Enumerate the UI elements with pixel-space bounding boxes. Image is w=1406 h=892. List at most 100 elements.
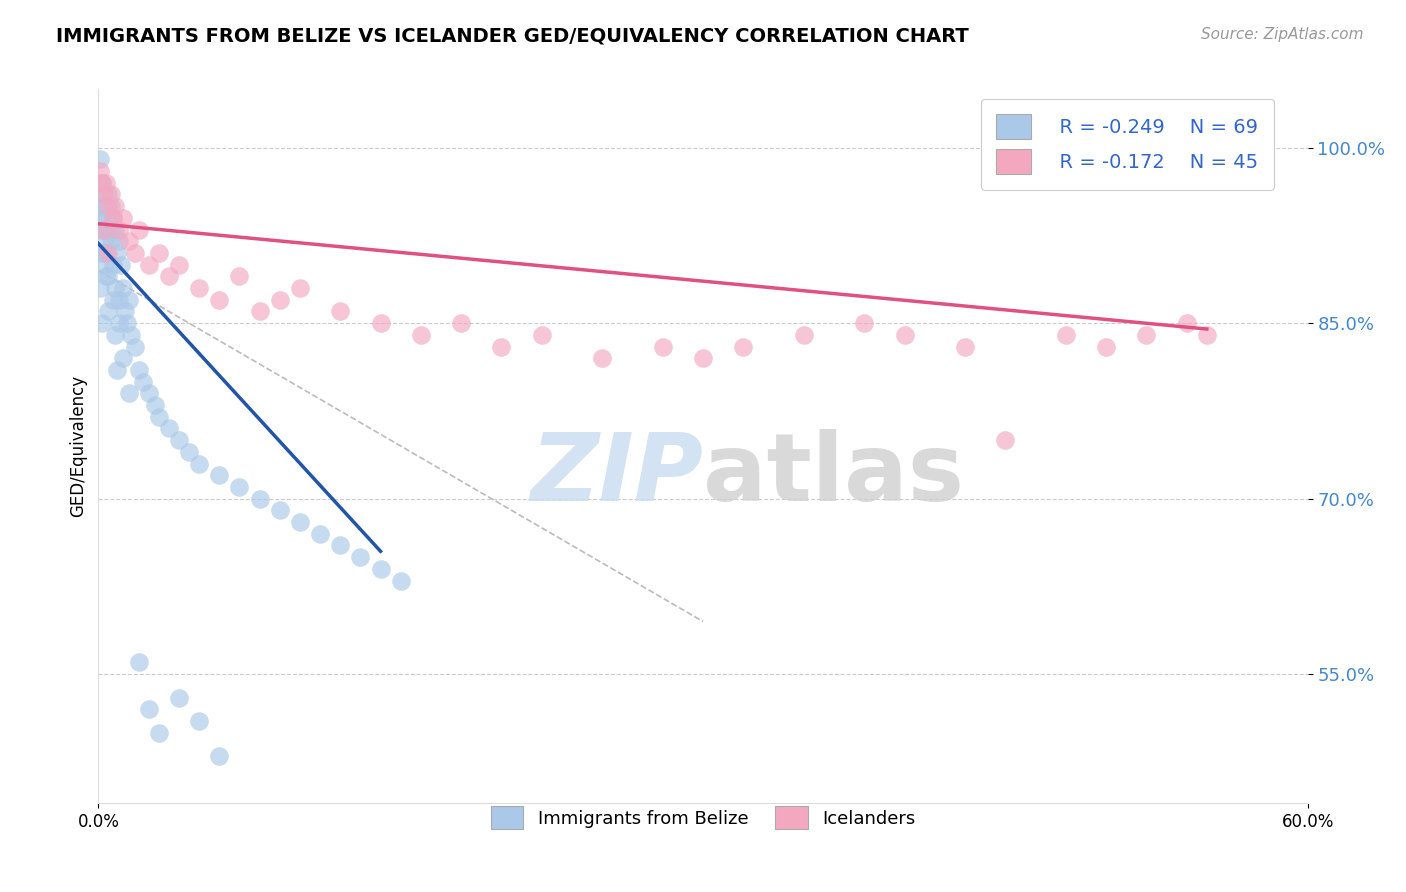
Point [89, 222, 111, 236]
Point [167, 433, 190, 447]
Point [96, 211, 118, 225]
Point [93, 187, 115, 202]
Point [93, 258, 115, 272]
Point [96, 269, 118, 284]
Point [96, 176, 118, 190]
Legend: Immigrants from Belize, Icelanders: Immigrants from Belize, Icelanders [477, 791, 929, 844]
Point [118, 293, 141, 307]
Point [157, 421, 180, 435]
Point [208, 293, 231, 307]
Point [228, 269, 250, 284]
Point [89, 199, 111, 213]
Point [89, 281, 111, 295]
Point [1054, 327, 1077, 342]
Point [97, 246, 120, 260]
Point [97, 269, 120, 284]
Point [148, 409, 170, 424]
Point [101, 211, 124, 225]
Point [148, 725, 170, 739]
Point [89, 164, 111, 178]
Point [97, 222, 120, 236]
Point [269, 293, 291, 307]
Point [110, 258, 132, 272]
Point [124, 246, 146, 260]
Point [132, 375, 155, 389]
Point [100, 199, 122, 213]
Point [107, 222, 129, 236]
Point [100, 222, 122, 236]
Point [91, 211, 114, 225]
Point [370, 316, 392, 330]
Text: Source: ZipAtlas.com: Source: ZipAtlas.com [1201, 27, 1364, 42]
Y-axis label: GED/Equivalency: GED/Equivalency [69, 375, 87, 517]
Point [93, 222, 115, 236]
Point [91, 246, 114, 260]
Point [97, 199, 120, 213]
Point [249, 304, 271, 318]
Point [128, 363, 150, 377]
Point [107, 293, 129, 307]
Point [288, 281, 311, 295]
Point [101, 211, 124, 225]
Point [89, 176, 111, 190]
Point [128, 656, 150, 670]
Point [157, 269, 180, 284]
Point [853, 316, 876, 330]
Point [793, 327, 815, 342]
Point [103, 199, 125, 213]
Point [530, 327, 553, 342]
Point [167, 690, 190, 705]
Point [105, 246, 128, 260]
Point [188, 714, 211, 728]
Point [1175, 316, 1198, 330]
Point [100, 234, 122, 248]
Text: ZIP: ZIP [530, 428, 703, 521]
Point [370, 562, 392, 576]
Point [107, 316, 129, 330]
Text: atlas: atlas [703, 428, 965, 521]
Point [101, 258, 124, 272]
Point [491, 340, 513, 354]
Point [288, 515, 311, 529]
Point [143, 398, 166, 412]
Point [91, 316, 114, 330]
Point [111, 351, 134, 366]
Point [450, 316, 472, 330]
Point [107, 234, 129, 248]
Point [93, 234, 115, 248]
Point [100, 187, 122, 202]
Point [89, 153, 111, 167]
Point [228, 480, 250, 494]
Point [309, 526, 332, 541]
Point [138, 386, 160, 401]
Point [103, 327, 125, 342]
Point [994, 433, 1017, 447]
Text: IMMIGRANTS FROM BELIZE VS ICELANDER GED/EQUIVALENCY CORRELATION CHART: IMMIGRANTS FROM BELIZE VS ICELANDER GED/… [56, 27, 969, 45]
Point [138, 702, 160, 716]
Point [389, 574, 412, 588]
Point [103, 281, 125, 295]
Point [409, 327, 432, 342]
Point [105, 363, 128, 377]
Point [101, 293, 124, 307]
Point [111, 281, 134, 295]
Point [93, 222, 115, 236]
Point [893, 327, 915, 342]
Point [329, 538, 352, 552]
Point [269, 503, 291, 517]
Point [188, 457, 211, 471]
Point [115, 316, 138, 330]
Point [208, 749, 231, 764]
Point [128, 222, 150, 236]
Point [167, 258, 190, 272]
Point [692, 351, 714, 366]
Point [93, 199, 115, 213]
Point [111, 211, 134, 225]
Point [124, 340, 146, 354]
Point [97, 187, 120, 202]
Point [651, 340, 673, 354]
Point [118, 234, 141, 248]
Point [114, 304, 136, 318]
Point [97, 304, 120, 318]
Point [953, 340, 976, 354]
